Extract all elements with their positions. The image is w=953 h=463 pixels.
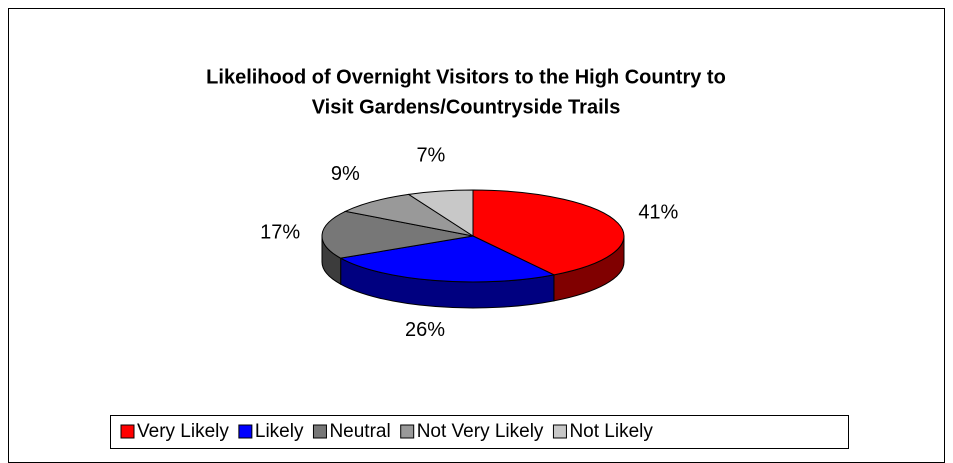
legend-label: Very Likely bbox=[137, 421, 229, 442]
legend-swatch bbox=[120, 424, 135, 439]
pie-slice bbox=[343, 193, 474, 237]
chart-title: Visit Gardens/Countryside Trails bbox=[312, 96, 621, 118]
legend-label: Not Likely bbox=[569, 421, 653, 442]
pie-slice bbox=[407, 189, 474, 237]
legend-label: Not Very Likely bbox=[417, 421, 544, 442]
legend-label: Likely bbox=[255, 421, 304, 442]
legend-swatch bbox=[312, 424, 327, 439]
data-label: 9% bbox=[331, 163, 360, 185]
legend-label: Neutral bbox=[329, 421, 390, 442]
chart-title: Likelihood of Overnight Visitors to the … bbox=[206, 66, 726, 88]
pie-slice bbox=[339, 235, 556, 283]
data-label: 7% bbox=[416, 144, 445, 166]
legend-swatch bbox=[400, 424, 415, 439]
data-label: 26% bbox=[405, 319, 445, 341]
legend-swatch bbox=[238, 424, 253, 439]
data-label: 17% bbox=[260, 222, 300, 244]
data-label: 41% bbox=[638, 201, 678, 223]
pie-slice bbox=[321, 210, 474, 259]
legend-swatch bbox=[552, 424, 567, 439]
legend-box bbox=[110, 415, 849, 449]
